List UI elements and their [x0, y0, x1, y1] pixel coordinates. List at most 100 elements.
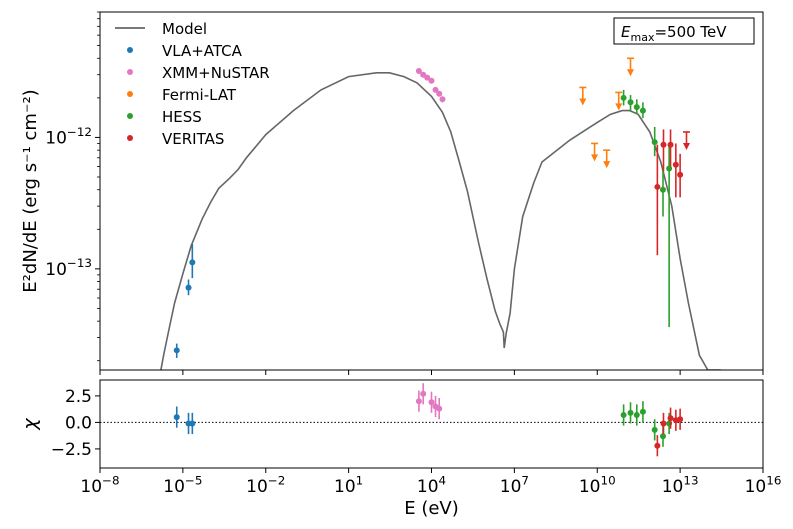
residual-y-tick-label-0: 2.5: [65, 387, 92, 407]
series-vla-atca: [173, 243, 196, 358]
annotation-suffix: =500 TeV: [654, 23, 727, 41]
x-tick-label-3: 101: [334, 473, 363, 497]
vla-atca-point-0: [173, 347, 180, 354]
x-tick-label-2: 10−2: [246, 473, 285, 497]
series-hess: [620, 89, 673, 328]
veritas-point-0: [654, 183, 661, 190]
veritas-residual-point-4: [677, 416, 684, 423]
xmm-nustar-residual-point-1: [420, 390, 427, 397]
xmm-nustar-residual-point-0: [415, 398, 422, 405]
x-tick-label-8-exp: 16: [766, 473, 781, 487]
vla-atca-residual-point-0: [173, 414, 180, 421]
xmm-nustar-point-4: [432, 86, 439, 93]
residual-y-tick-label-1: 0.0: [65, 413, 92, 433]
hess-residual-point-0: [620, 411, 627, 418]
veritas-residual-point-1: [660, 420, 667, 427]
series-veritas: [654, 129, 690, 256]
xmm-nustar-residual-point-2: [428, 399, 435, 406]
legend-marker-hess: [127, 113, 133, 119]
hess-point-5: [660, 186, 667, 193]
model-curve: [160, 72, 721, 370]
x-tick-label-7-base: 10: [662, 477, 684, 497]
vla-atca-residual-point-2: [189, 420, 196, 427]
x-tick-label-6: 1010: [579, 473, 616, 497]
x-tick-label-8-base: 10: [745, 477, 767, 497]
series-xmm-nustar: [415, 68, 446, 103]
xmm-nustar-point-0: [415, 68, 422, 75]
hess-residual-point-5: [660, 433, 667, 440]
x-tick-label-5-exp: 7: [521, 473, 529, 487]
hess-residual-point-4: [651, 426, 658, 433]
hess-point-4: [651, 139, 658, 146]
annotation-subscript: max: [630, 31, 654, 44]
veritas-residual-point-0: [654, 442, 661, 449]
xmm-nustar-point-6: [439, 96, 446, 103]
main-y-tick-label-0-exp: −12: [67, 125, 92, 139]
x-tick-label-0-base: 10: [80, 477, 102, 497]
xmm-nustar-point-5: [436, 90, 443, 97]
x-tick-label-8: 1016: [745, 473, 782, 497]
legend-marker-vla-atca: [127, 47, 133, 53]
hess-point-6: [666, 165, 673, 172]
legend-marker-veritas: [127, 135, 133, 141]
x-tick-label-5-base: 10: [500, 477, 522, 497]
legend-label-xmm-nustar: XMM+NuSTAR: [162, 64, 270, 82]
x-tick-label-0: 10−8: [80, 473, 119, 497]
legend-marker-fermi-lat: [127, 91, 133, 97]
hess-point-2: [633, 104, 640, 111]
fermi-lat-ul-arrow-3: [615, 103, 623, 111]
hess-residual-point-2: [633, 411, 640, 418]
x-tick-label-7: 1013: [662, 473, 699, 497]
hess-residual-point-3: [639, 408, 646, 415]
veritas-residual-point-2: [667, 415, 674, 422]
main-y-tick-label-1: 10−13: [45, 256, 92, 280]
xmm-nustar-point-2: [424, 74, 431, 81]
x-tick-label-1-exp: −5: [185, 473, 203, 487]
main-y-axis-label: E²dN/dE (erg s⁻¹ cm⁻²): [20, 89, 41, 292]
annotation-box: [613, 17, 755, 45]
main-y-tick-label-0-base: 10: [45, 128, 67, 148]
x-tick-label-6-base: 10: [579, 477, 601, 497]
x-tick-label-6-exp: 10: [601, 473, 616, 487]
residual-series-vla-atca: [173, 406, 196, 435]
x-tick-label-2-exp: −2: [268, 473, 286, 487]
x-tick-label-4: 104: [417, 473, 446, 497]
x-tick-label-7-exp: 13: [683, 473, 698, 487]
veritas-ul-arrow-5: [682, 142, 690, 150]
annotation-prefix: E: [621, 23, 631, 41]
x-tick-label-1-base: 10: [163, 477, 185, 497]
residual-y-tick-label-2: −2.5: [51, 440, 92, 460]
x-tick-label-4-exp: 4: [439, 473, 447, 487]
hess-point-3: [639, 107, 646, 114]
x-tick-label-5: 107: [500, 473, 529, 497]
x-tick-label-4-base: 10: [417, 477, 439, 497]
x-tick-label-0-exp: −8: [102, 473, 120, 487]
hess-point-0: [620, 94, 627, 101]
residual-series-xmm-nustar: [415, 383, 443, 420]
residual-y-axis-label: χ: [19, 418, 41, 431]
annotation-text: Emax=500 TeV: [621, 23, 727, 44]
fermi-lat-ul-arrow-0: [579, 98, 587, 106]
x-tick-label-3-base: 10: [334, 477, 356, 497]
vla-atca-point-1: [185, 284, 192, 291]
x-tick-label-1: 10−5: [163, 473, 202, 497]
x-axis-label: E (eV): [404, 498, 459, 519]
veritas-point-3: [672, 161, 679, 168]
fermi-lat-ul-arrow-1: [591, 154, 599, 162]
legend-label-fermi-lat: Fermi-LAT: [162, 86, 237, 104]
x-tick-label-3-exp: 1: [356, 473, 364, 487]
main-y-tick-label-1-base: 10: [45, 260, 67, 280]
legend-label-model: Model: [162, 20, 207, 38]
xmm-nustar-point-3: [428, 77, 435, 84]
veritas-point-4: [677, 171, 684, 178]
hess-residual-point-1: [627, 409, 634, 416]
veritas-point-1: [660, 141, 667, 148]
legend-label-hess: HESS: [162, 108, 202, 126]
series-fermi-lat: [579, 57, 635, 169]
x-tick-label-2-base: 10: [246, 477, 268, 497]
main-y-tick-label-0: 10−12: [45, 125, 92, 149]
main-y-tick-label-1-exp: −13: [67, 256, 92, 270]
